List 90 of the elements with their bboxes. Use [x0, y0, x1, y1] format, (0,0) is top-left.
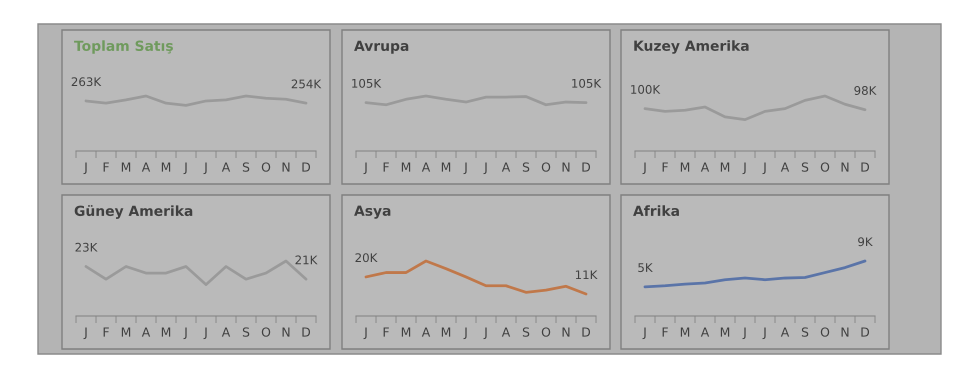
chart-title: Toplam Satış — [74, 40, 173, 54]
chart-title: Güney Amerika — [74, 205, 192, 219]
x-tick-label: N — [282, 162, 290, 172]
x-tick-label: M — [680, 327, 690, 337]
x-tick-label: D — [302, 162, 310, 172]
x-tick-label: J — [642, 162, 646, 174]
x-tick-label: M — [122, 162, 130, 172]
x-tick-label: S — [242, 327, 250, 337]
chart-title: Kuzey Amerika — [634, 40, 749, 54]
x-tick-label: D — [582, 162, 590, 172]
x-tick-label: M — [402, 162, 410, 172]
annotation: 263K — [72, 77, 102, 86]
x-tick-label: J — [484, 327, 487, 340]
x-tick-label: M — [402, 327, 410, 337]
x-tick-label: F — [104, 327, 109, 337]
x-tick-label: A — [502, 162, 510, 172]
x-tick-label: J — [762, 327, 766, 340]
x-tick-label: J — [364, 162, 367, 174]
x-tick-label: J — [204, 327, 207, 340]
x-tick-label: M — [162, 162, 170, 172]
x-tick-label: J — [84, 162, 87, 174]
x-tick-label: N — [562, 162, 570, 172]
x-tick-label: N — [842, 162, 848, 172]
annotation: 105K — [352, 78, 382, 88]
x-tick-label: M — [720, 162, 730, 172]
annotation: 254K — [292, 79, 322, 88]
x-tick-label: S — [802, 327, 808, 337]
x-tick-label: O — [262, 327, 270, 337]
x-tick-label: M — [162, 327, 170, 337]
annotation: 21K — [295, 255, 318, 264]
annotation: 100K — [631, 84, 660, 94]
annotation: 23K — [75, 242, 98, 252]
x-tick-label: N — [282, 327, 290, 337]
x-tick-label: M — [122, 327, 130, 337]
x-tick-label: A — [422, 327, 430, 337]
x-tick-label: J — [84, 327, 87, 340]
annotation: 98K — [854, 86, 877, 95]
x-tick-label: S — [522, 162, 530, 172]
x-tick-label: D — [861, 162, 870, 172]
chart-title: Asya — [354, 206, 390, 219]
annotation: 5K — [638, 263, 653, 272]
x-tick-label: O — [262, 162, 270, 172]
x-tick-label: F — [662, 327, 668, 337]
x-tick-label: A — [700, 327, 710, 337]
x-tick-label: M — [680, 162, 690, 172]
x-tick-label: N — [842, 327, 848, 337]
x-tick-label: J — [642, 327, 646, 340]
annotation: 105K — [572, 78, 602, 88]
annotation: 9K — [858, 237, 873, 246]
annotation: 11K — [576, 270, 598, 280]
x-tick-label: O — [542, 327, 550, 337]
x-tick-label: J — [184, 162, 187, 174]
x-tick-label: A — [222, 327, 230, 337]
annotation: 20K — [355, 253, 378, 262]
x-tick-label: F — [384, 327, 389, 337]
x-tick-label: D — [302, 327, 310, 337]
x-tick-label: O — [542, 162, 550, 172]
chart-title: Avrupa — [354, 40, 408, 54]
x-tick-label: O — [820, 327, 830, 337]
x-tick-label: A — [222, 162, 230, 172]
x-tick-label: A — [422, 162, 430, 172]
x-tick-label: A — [780, 327, 790, 337]
x-tick-label: F — [104, 162, 109, 172]
x-tick-label: F — [384, 162, 389, 172]
x-tick-label: A — [780, 162, 790, 172]
x-tick-label: J — [464, 327, 467, 340]
x-tick-label: D — [582, 327, 590, 337]
chart-title: Afrika — [633, 205, 679, 216]
x-tick-label: J — [762, 162, 766, 174]
x-tick-label: M — [720, 327, 730, 337]
x-tick-label: S — [242, 162, 250, 172]
x-tick-label: J — [742, 162, 746, 174]
x-tick-label: J — [742, 327, 746, 340]
x-tick-label: J — [464, 162, 467, 174]
x-tick-label: J — [184, 327, 187, 340]
x-tick-label: S — [522, 327, 530, 337]
x-tick-label: A — [700, 162, 710, 172]
x-tick-label: J — [204, 162, 207, 174]
x-tick-label: O — [820, 162, 830, 172]
x-tick-label: A — [502, 327, 510, 337]
x-tick-label: J — [364, 327, 367, 340]
x-tick-label: A — [142, 162, 150, 172]
x-tick-label: M — [442, 162, 450, 172]
x-tick-label: A — [142, 327, 150, 337]
x-tick-label: S — [802, 162, 808, 172]
x-tick-label: M — [442, 327, 450, 337]
x-tick-label: D — [861, 327, 870, 337]
x-tick-label: F — [662, 162, 668, 172]
x-tick-label: J — [484, 162, 487, 174]
x-tick-label: N — [562, 327, 570, 337]
